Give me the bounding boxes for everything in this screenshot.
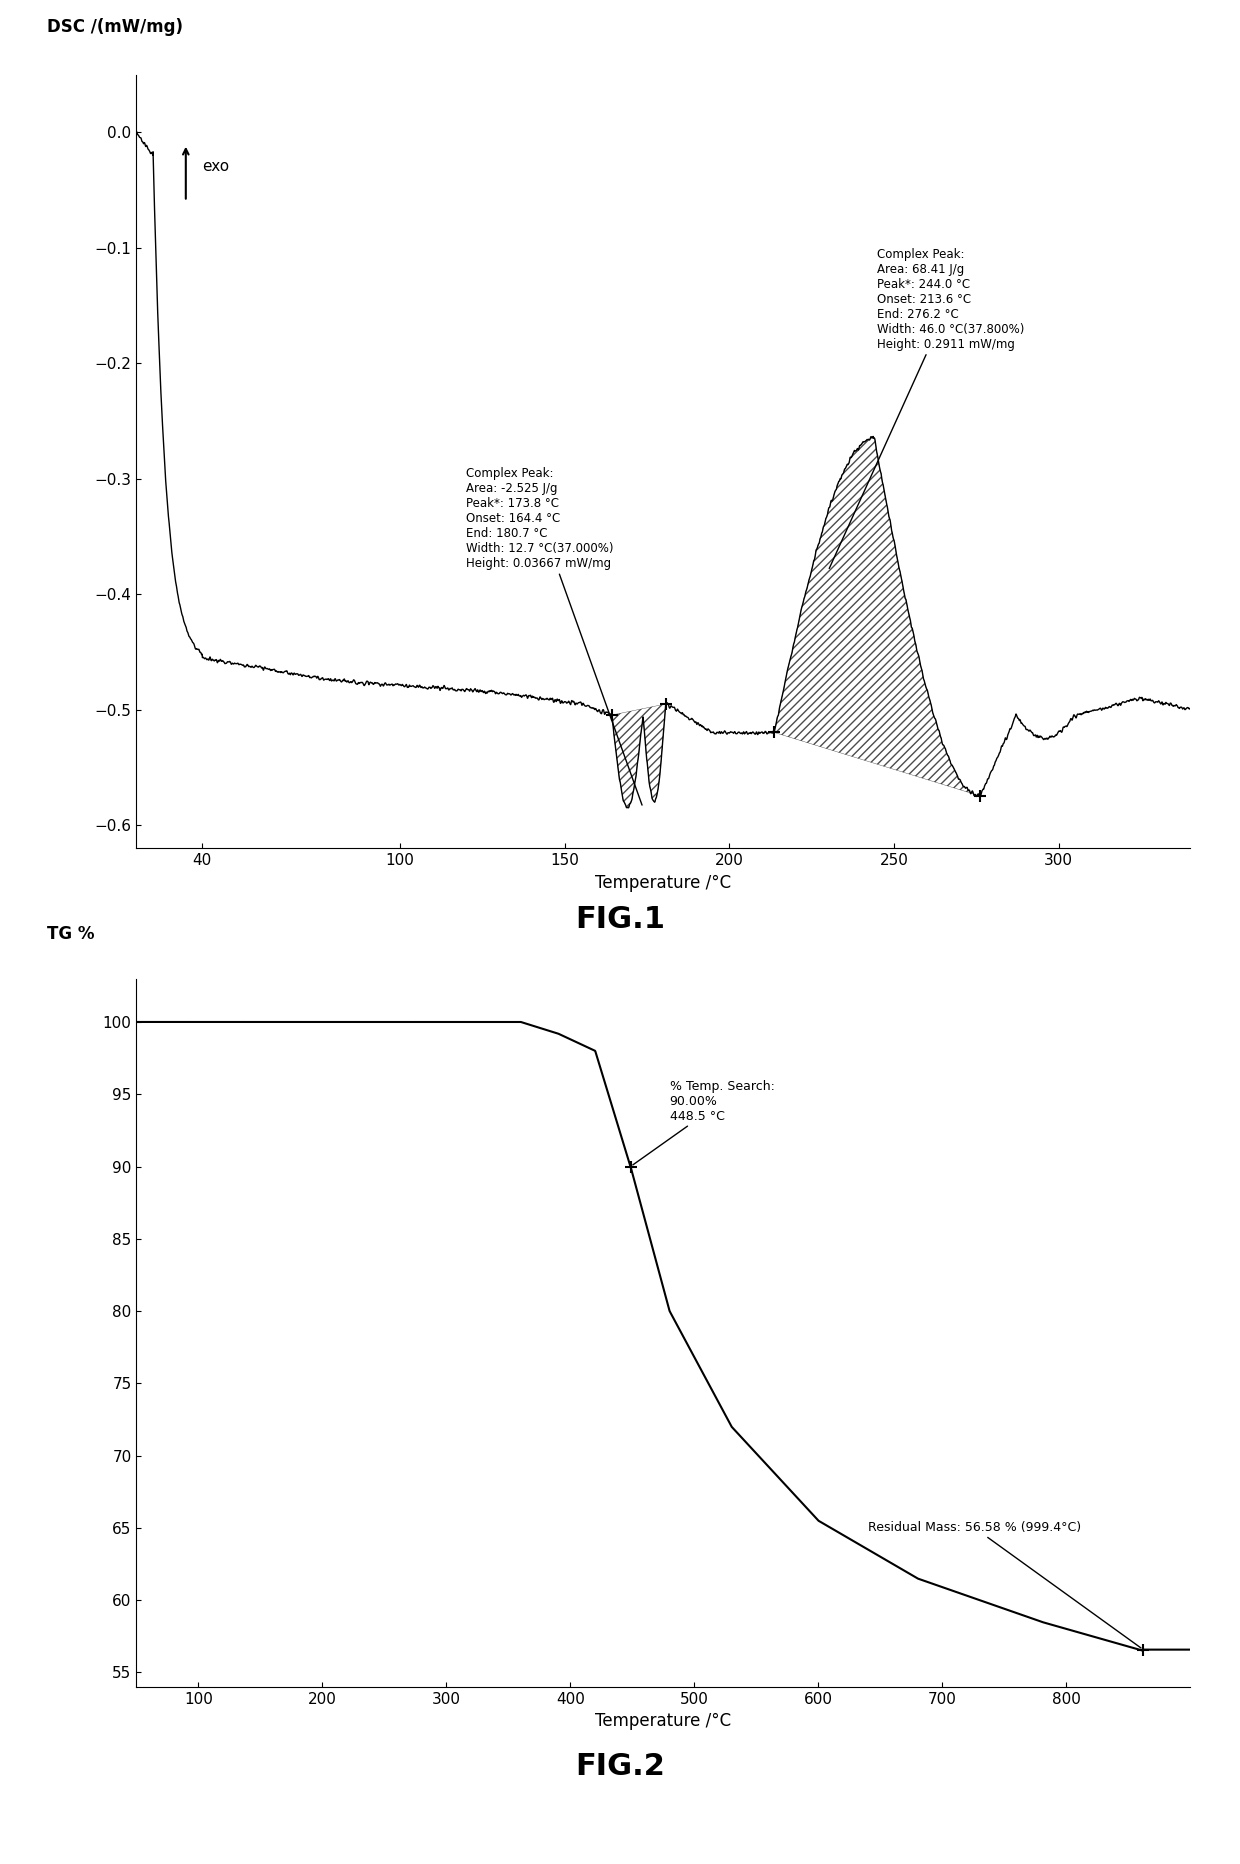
Text: Complex Peak:
Area: -2.525 J/g
Peak*: 173.8 °C
Onset: 164.4 °C
End: 180.7 °C
Wid: Complex Peak: Area: -2.525 J/g Peak*: 17… [466,468,642,805]
Text: DSC /(mW/mg): DSC /(mW/mg) [47,19,182,35]
Text: FIG.2: FIG.2 [575,1752,665,1780]
Text: TG %: TG % [47,925,94,943]
X-axis label: Temperature /°C: Temperature /°C [595,874,732,891]
Text: FIG.1: FIG.1 [575,906,665,934]
Text: Residual Mass: 56.58 % (999.4°C): Residual Mass: 56.58 % (999.4°C) [868,1521,1141,1648]
Text: % Temp. Search:
90.00%
448.5 °C: % Temp. Search: 90.00% 448.5 °C [632,1079,775,1165]
Text: exo: exo [202,160,229,175]
Text: Complex Peak:
Area: 68.41 J/g
Peak*: 244.0 °C
Onset: 213.6 °C
End: 276.2 °C
Widt: Complex Peak: Area: 68.41 J/g Peak*: 244… [830,248,1025,569]
X-axis label: Temperature /°C: Temperature /°C [595,1713,732,1730]
